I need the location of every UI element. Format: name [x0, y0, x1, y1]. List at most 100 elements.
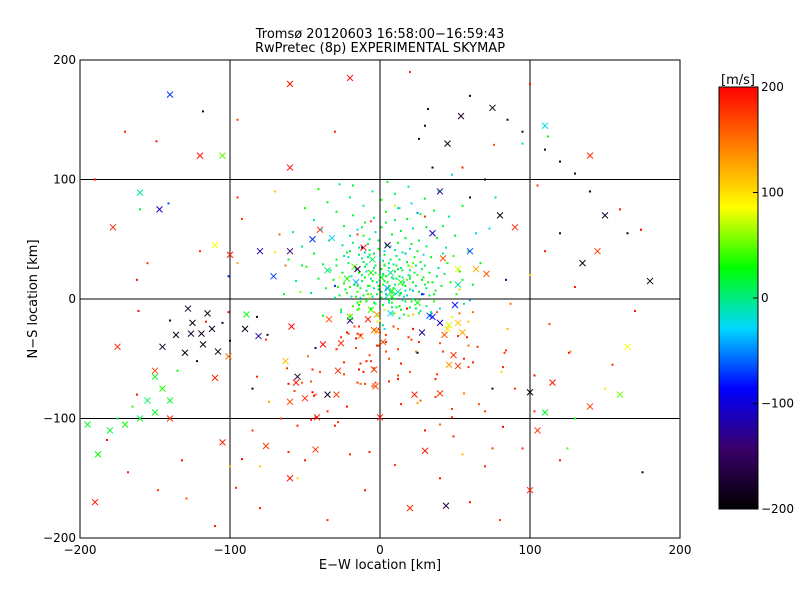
- point-dot: [359, 287, 362, 290]
- y-axis-ticks: −200 −100 0 100 200: [43, 53, 680, 545]
- point-dot: [419, 309, 422, 312]
- point-dot: [356, 228, 359, 231]
- point-dot: [424, 264, 426, 267]
- point-x-marker: [454, 362, 462, 370]
- point-x-stroke: [301, 394, 309, 402]
- point-dot: [301, 381, 303, 384]
- point-dot: [451, 173, 453, 176]
- point-dot: [488, 227, 491, 230]
- point-x-stroke: [601, 211, 609, 219]
- point-dot: [400, 292, 402, 295]
- point-dot: [127, 471, 129, 474]
- point-dot: [404, 252, 407, 255]
- point-dot: [404, 237, 407, 240]
- point-dot: [343, 282, 345, 285]
- point-x-stroke: [151, 367, 159, 375]
- point-dot: [313, 394, 315, 397]
- point-dot: [292, 231, 294, 234]
- point-x-stroke: [541, 409, 549, 416]
- point-dot: [157, 489, 159, 492]
- point-dot: [479, 262, 482, 265]
- point-dot: [377, 344, 380, 347]
- point-dot: [343, 225, 345, 228]
- point-dot: [356, 381, 359, 384]
- point-x-marker: [549, 379, 556, 387]
- point-x-stroke: [270, 272, 277, 280]
- point-dot: [334, 424, 336, 427]
- point-x-stroke: [586, 403, 594, 410]
- point-dot: [337, 421, 339, 424]
- point-dot: [349, 286, 351, 289]
- point-dot: [397, 374, 399, 377]
- point-dot: [457, 335, 459, 338]
- point-dot: [362, 294, 365, 297]
- point-dot: [448, 215, 450, 218]
- point-x-stroke: [94, 450, 102, 458]
- point-x-stroke: [294, 373, 301, 381]
- point-dot: [199, 250, 201, 253]
- point-x-marker: [159, 385, 166, 392]
- chart-subtitle: RwPretec (8p) EXPERIMENTAL SKYMAP: [255, 41, 505, 56]
- point-dot: [416, 351, 419, 354]
- point-dot: [256, 375, 258, 378]
- point-x-marker: [436, 319, 444, 327]
- point-dot: [139, 208, 141, 211]
- point-x-marker: [109, 223, 117, 231]
- point-dot: [416, 274, 419, 277]
- point-dot: [371, 385, 374, 388]
- point-dot: [356, 332, 359, 335]
- point-dot: [370, 307, 372, 310]
- point-x-marker: [483, 270, 490, 278]
- point-dot: [395, 277, 398, 280]
- point-dot: [398, 305, 401, 308]
- point-dot: [136, 393, 138, 396]
- colorbar-tick-label: 0: [761, 291, 769, 305]
- point-x-marker: [172, 331, 180, 339]
- point-x-marker: [541, 122, 549, 130]
- point-dot: [370, 360, 372, 363]
- point-dot: [256, 315, 258, 318]
- point-x-stroke: [286, 80, 294, 88]
- point-x-marker: [450, 351, 457, 359]
- point-dot: [347, 332, 350, 335]
- point-dot: [397, 348, 399, 351]
- point-dot: [421, 293, 423, 296]
- point-dot: [377, 284, 380, 287]
- point-x-marker: [166, 91, 174, 99]
- point-dot: [406, 217, 408, 220]
- point-dot: [332, 278, 335, 281]
- point-dot: [251, 429, 254, 432]
- point-dot: [400, 362, 402, 365]
- point-x-stroke: [181, 349, 189, 357]
- point-dot: [388, 299, 390, 302]
- point-dot: [364, 276, 366, 279]
- point-dot: [185, 497, 188, 500]
- point-dot: [358, 325, 360, 328]
- point-dot: [349, 196, 351, 199]
- point-dot: [398, 207, 401, 210]
- point-dot: [394, 249, 396, 252]
- point-dot: [322, 263, 324, 266]
- point-x-stroke: [454, 281, 462, 289]
- point-dot: [499, 519, 501, 522]
- point-dot: [434, 378, 437, 381]
- point-dot: [340, 336, 342, 339]
- point-dot: [436, 311, 438, 314]
- colorbar-gradient: [718, 86, 759, 510]
- point-x-stroke: [334, 367, 342, 375]
- point-dot: [634, 309, 636, 312]
- point-dot: [469, 501, 471, 504]
- point-dot: [364, 382, 366, 385]
- point-x-stroke: [312, 446, 319, 453]
- point-x-stroke: [226, 251, 234, 259]
- point-dot: [349, 453, 351, 456]
- point-dot: [364, 489, 366, 492]
- point-dot: [377, 239, 380, 242]
- point-dot: [301, 264, 303, 267]
- point-dot: [436, 237, 438, 240]
- point-dot: [410, 202, 413, 205]
- point-dot: [437, 190, 440, 193]
- point-x-marker: [489, 104, 496, 112]
- point-dot: [409, 277, 411, 280]
- point-x-marker: [286, 474, 294, 482]
